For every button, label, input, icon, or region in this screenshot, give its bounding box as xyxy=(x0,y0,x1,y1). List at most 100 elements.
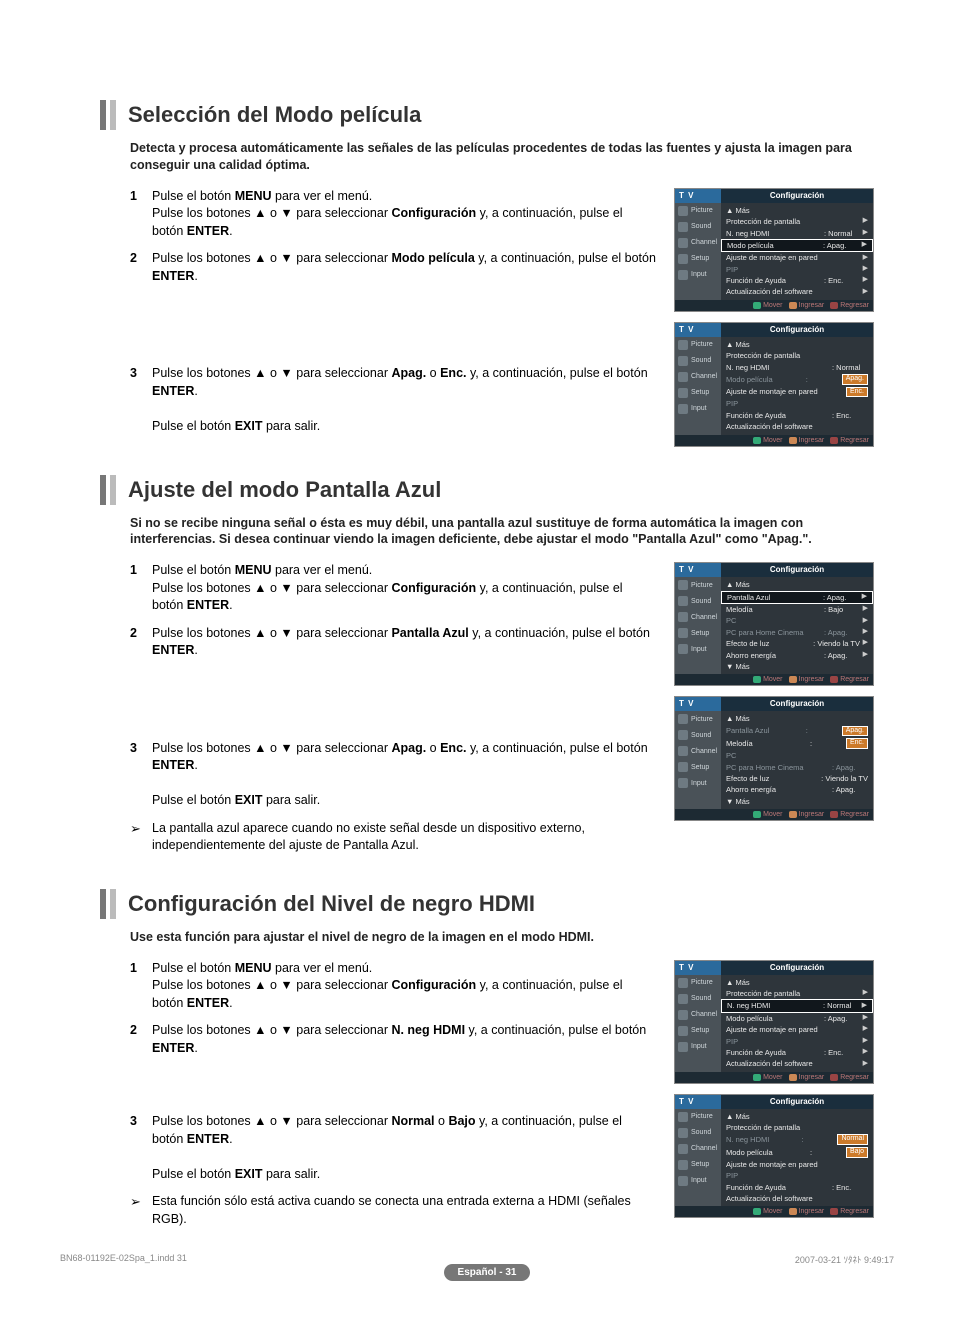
sidebar-label: Picture xyxy=(691,1113,713,1120)
menu-footer: MoverIngresarRegresar xyxy=(675,809,873,820)
step-number: 3 xyxy=(130,365,152,435)
sidebar-label: Setup xyxy=(691,764,709,771)
sidebar-label: Picture xyxy=(691,207,713,214)
sidebar-icon xyxy=(678,644,688,654)
sidebar-item: Input xyxy=(675,401,721,417)
chevron-right-icon: ▶ xyxy=(860,651,868,660)
step-number: 1 xyxy=(130,960,152,1013)
sidebar-label: Channel xyxy=(691,614,717,621)
menu-item: Protección de pantalla▶ xyxy=(721,216,873,227)
menu-item: PC para Home Cinema: Apag.▶ xyxy=(721,627,873,638)
menu-item-label: Efecto de luz xyxy=(726,774,817,783)
menu-item: Función de Ayuda: Enc. xyxy=(721,1182,873,1193)
sidebar-label: Channel xyxy=(691,1145,717,1152)
menu-footer: MoverIngresarRegresar xyxy=(675,1206,873,1217)
menu-item: ▲ Más xyxy=(721,977,873,988)
menu-item: Actualización del software▶ xyxy=(721,1058,873,1069)
sidebar-label: Picture xyxy=(691,341,713,348)
menu-item: Melodía:Enc. xyxy=(721,737,873,750)
menu-item: Protección de pantalla▶ xyxy=(721,988,873,999)
step-text: Pulse el botón MENU para ver el menú.Pul… xyxy=(152,960,656,1013)
footer-return: Regresar xyxy=(830,1074,869,1081)
menu-item-value: : xyxy=(797,1135,837,1144)
menu-item-value: : Apag. xyxy=(828,785,868,794)
menu-item-label: PIP xyxy=(726,399,868,408)
sidebar-item: Input xyxy=(675,1173,721,1189)
steps-column: 1Pulse el botón MENU para ver el menú.Pu… xyxy=(100,188,656,446)
footer-enter: Ingresar xyxy=(789,302,825,309)
menu-item-label: Ajuste de montaje en pared xyxy=(726,387,846,396)
menu-screenshots-column: T VConfiguraciónPictureSoundChannelSetup… xyxy=(674,960,874,1219)
note: ➢Esta función sólo está activa cuando se… xyxy=(130,1193,656,1228)
tv-menu: T VConfiguraciónPictureSoundChannelSetup… xyxy=(674,562,874,686)
menu-item-label: Protección de pantalla xyxy=(726,989,860,998)
sidebar-item: Picture xyxy=(675,1109,721,1125)
menu-item-label: Modo película xyxy=(726,375,802,384)
menu-item-label: N. neg HDMI xyxy=(726,363,828,372)
chevron-right-icon: ▶ xyxy=(860,1048,868,1057)
steps-column: 1Pulse el botón MENU para ver el menú.Pu… xyxy=(100,562,656,861)
menu-item: Modo película:Apag. xyxy=(721,373,873,386)
sidebar-label: Channel xyxy=(691,748,717,755)
tv-menu: T VConfiguraciónPictureSoundChannelSetup… xyxy=(674,322,874,447)
sidebar-label: Sound xyxy=(691,995,711,1002)
menu-header: Configuración xyxy=(721,1095,873,1109)
chevron-right-icon: ▶ xyxy=(860,639,868,648)
menu-item-value: : Enc. xyxy=(820,1048,860,1057)
menu-item: ▲ Más xyxy=(721,1111,873,1122)
section-title: Selección del Modo película xyxy=(128,100,421,130)
menu-item-value: : Enc. xyxy=(820,276,860,285)
title-accent-bar xyxy=(110,100,116,130)
sidebar-label: Picture xyxy=(691,979,713,986)
menu-item: Protección de pantalla xyxy=(721,1122,873,1133)
menu-item-label: PC xyxy=(726,616,860,625)
menu-item-label: Modo película xyxy=(727,241,819,250)
tv-menu: T VConfiguraciónPictureSoundChannelSetup… xyxy=(674,188,874,312)
print-timestamp: 2007-03-21 ｿﾀﾈﾄ 9:49:17 xyxy=(795,1253,894,1266)
sidebar-icon xyxy=(678,404,688,414)
menu-item: PC para Home Cinema: Apag. xyxy=(721,762,873,773)
menu-item: Ajuste de montaje en pared xyxy=(721,1159,873,1170)
menu-item-label: Función de Ayuda xyxy=(726,1048,820,1057)
sidebar-item: Setup xyxy=(675,759,721,775)
sidebar-label: Input xyxy=(691,646,707,653)
sidebar-icon xyxy=(678,1042,688,1052)
step-number: 1 xyxy=(130,562,152,615)
menu-item-label: Ajuste de montaje en pared xyxy=(726,1025,860,1034)
tv-badge: T V xyxy=(675,323,721,337)
sidebar-item: Picture xyxy=(675,577,721,593)
menu-item-value: : Apag. xyxy=(819,593,859,602)
instruction-step: 2Pulse los botones ▲ o ▼ para selecciona… xyxy=(130,625,656,660)
menu-item: Función de Ayuda: Enc. xyxy=(721,410,873,421)
menu-item-label: ▲ Más xyxy=(726,206,868,215)
note-text: Esta función sólo está activa cuando se … xyxy=(152,1193,656,1228)
menu-item-label: N. neg HDMI xyxy=(726,1135,797,1144)
menu-item: Ahorro energía: Apag.▶ xyxy=(721,650,873,661)
menu-item: Protección de pantalla xyxy=(721,350,873,361)
section-title: Configuración del Nivel de negro HDMI xyxy=(128,889,535,919)
sidebar-icon xyxy=(678,994,688,1004)
menu-item-value: : Enc. xyxy=(828,411,868,420)
sidebar-item: Setup xyxy=(675,1157,721,1173)
chevron-right-icon: ▶ xyxy=(860,217,868,226)
step-text: Pulse los botones ▲ o ▼ para seleccionar… xyxy=(152,1113,656,1183)
menu-item: Modo película: Apag.▶ xyxy=(721,239,873,252)
instruction-step: 3Pulse los botones ▲ o ▼ para selecciona… xyxy=(130,365,656,435)
chevron-right-icon: ▶ xyxy=(860,1060,868,1069)
menu-header: Configuración xyxy=(721,563,873,577)
sidebar-label: Sound xyxy=(691,357,711,364)
sidebar-item: Channel xyxy=(675,1141,721,1157)
menu-item-value: : Apag. xyxy=(820,651,860,660)
step-text: Pulse los botones ▲ o ▼ para seleccionar… xyxy=(152,365,656,435)
menu-sidebar: PictureSoundChannelSetupInput xyxy=(675,975,721,1072)
step-number: 2 xyxy=(130,250,152,285)
chevron-right-icon: ▶ xyxy=(860,1037,868,1046)
menu-item-label: PC xyxy=(726,751,868,760)
menu-item-value: : Normal xyxy=(828,363,868,372)
sidebar-label: Setup xyxy=(691,255,709,262)
tv-badge: T V xyxy=(675,563,721,577)
footer-move: Mover xyxy=(753,302,782,309)
sidebar-label: Input xyxy=(691,1177,707,1184)
manual-page: Selección del Modo películaDetecta y pro… xyxy=(0,0,954,1321)
menu-item-label: Ajuste de montaje en pared xyxy=(726,1160,868,1169)
